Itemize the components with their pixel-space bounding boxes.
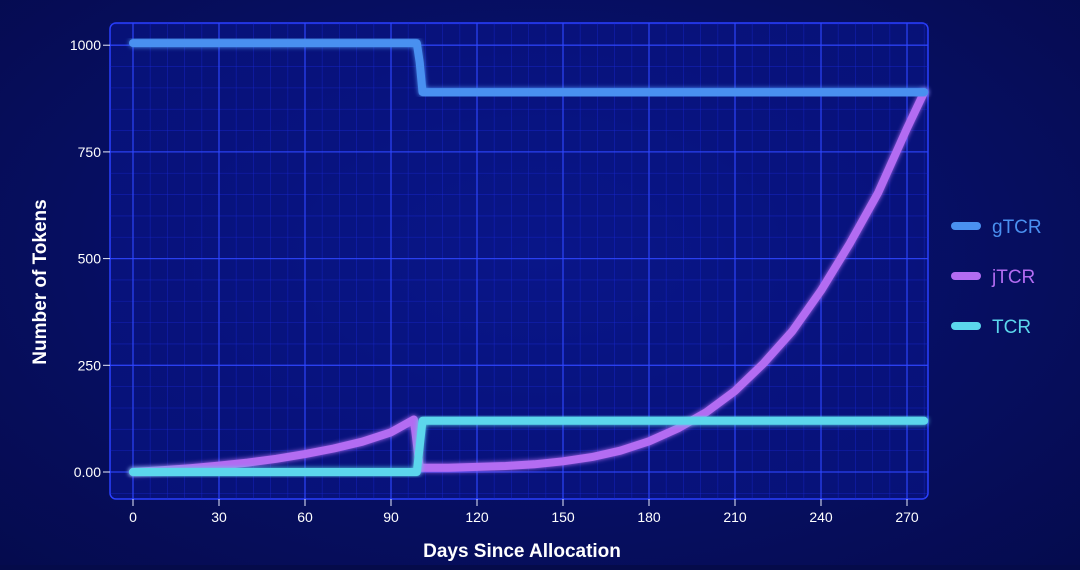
y-tick-label: 1000 [70,37,101,53]
legend-label-tcr: TCR [992,317,1031,338]
x-axis-label: Days Since Allocation [423,541,621,562]
x-tick-label: 30 [211,509,227,525]
x-tick-label: 60 [297,509,313,525]
series-layer [129,39,929,476]
legend-label-jtcr: jTCR [991,267,1035,288]
y-tick-label: 750 [78,144,102,160]
y-axis-label: Number of Tokens [30,199,51,364]
series-line-jtcr [129,88,929,476]
x-tick-label: 270 [895,509,919,525]
x-tick-label: 120 [465,509,489,525]
series-line-gtcr [129,39,929,97]
y-tick-label: 500 [78,251,102,267]
y-tick-label: 250 [78,357,102,373]
y-axis-ticks: 0.00 250 500 750 1000 [70,37,110,480]
legend: gTCR jTCR TCR [951,217,1042,338]
x-tick-label: 90 [383,509,399,525]
legend-label-gtcr: gTCR [992,217,1042,238]
series-line-tcr [129,416,929,476]
x-tick-label: 0 [129,509,137,525]
x-tick-label: 240 [809,509,833,525]
x-tick-label: 180 [637,509,661,525]
y-tick-label: 0.00 [74,464,101,480]
plot-area [109,22,929,500]
x-axis-ticks: 0 30 60 90 120 150 180 210 240 270 [129,499,919,525]
x-tick-label: 210 [723,509,747,525]
x-tick-label: 150 [551,509,575,525]
